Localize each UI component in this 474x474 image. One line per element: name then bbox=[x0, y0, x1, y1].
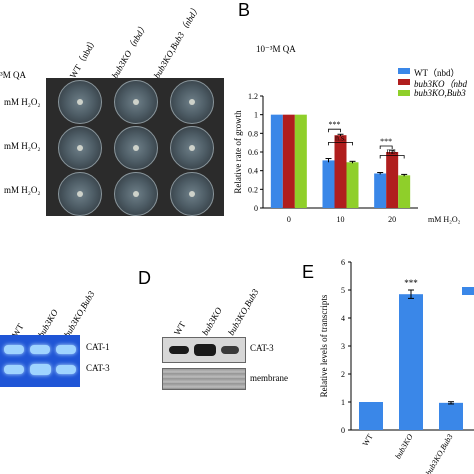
panel-a-condition: ³M QA bbox=[0, 70, 26, 80]
e-y-tick-label-1: 1 bbox=[341, 398, 345, 407]
e-bar-2 bbox=[439, 402, 463, 430]
e-y-tick-label-5: 5 bbox=[341, 286, 345, 295]
bar-2-1 bbox=[346, 162, 359, 208]
gel-band-cat1-bub3ko bbox=[30, 345, 50, 354]
gel-band-cat3-comp bbox=[56, 365, 76, 374]
significance-label-3: n.s. bbox=[387, 146, 398, 155]
plate-r3c2 bbox=[114, 172, 158, 216]
plate-r2c3 bbox=[170, 126, 214, 170]
legend-swatch-bub3ko bbox=[398, 79, 410, 85]
gel-band-cat1-comp bbox=[56, 345, 76, 354]
e-x-tick-label-2: bub3KO,Bub3 bbox=[424, 433, 455, 474]
panel-d-letter: D bbox=[138, 268, 151, 288]
y-tick-label-3: 0.6 bbox=[248, 148, 258, 157]
y-tick-label-6: 1.2 bbox=[248, 92, 258, 101]
plate-r3c1 bbox=[58, 172, 102, 216]
bar-2-0 bbox=[294, 114, 307, 208]
y-tick-label-5: 1 bbox=[254, 111, 258, 120]
panel-b-condition: 10⁻³M QA bbox=[256, 44, 296, 54]
y-axis-label: Relative rate of growth bbox=[233, 110, 243, 194]
significance-label-2: *** bbox=[380, 137, 392, 146]
legend-swatch-wt bbox=[398, 68, 410, 74]
x-tick-label-1: 10 bbox=[337, 215, 345, 224]
catalase-gel bbox=[0, 335, 80, 387]
e-y-tick-label-6: 6 bbox=[341, 258, 345, 267]
legend-item-wt: WT（nbd） bbox=[398, 66, 474, 78]
significance-bracket-0 bbox=[328, 128, 341, 133]
plate-r2c2 bbox=[114, 126, 158, 170]
gel-band-cat1-wt bbox=[4, 345, 24, 354]
legend-label-wt: WT（nbd） bbox=[414, 68, 460, 78]
gel-band-cat3-bub3ko bbox=[30, 364, 51, 375]
panel-a-row-label-2: mM H₂O₂ bbox=[4, 141, 41, 151]
blot-band-comp bbox=[221, 346, 239, 354]
legend-label-bub3ko: bub3KO（nbd bbox=[414, 79, 468, 89]
x-axis-label: mM H₂O₂ bbox=[428, 215, 461, 224]
significance-bracket-2 bbox=[379, 145, 393, 149]
e-y-axis-label: Relative levels of transcripts bbox=[319, 294, 329, 397]
panel-e-legend-swatch bbox=[462, 287, 474, 295]
legend-label-complemented: bub3KO,Bub3 bbox=[414, 88, 466, 98]
bar-0-0 bbox=[270, 114, 283, 208]
e-significance-label-0: *** bbox=[404, 278, 418, 288]
x-tick-label-2: 20 bbox=[388, 215, 396, 224]
bar-0-2 bbox=[374, 173, 387, 208]
y-tick-label-2: 0.4 bbox=[248, 167, 258, 176]
plate-r1c2 bbox=[114, 80, 158, 124]
membrane-stain bbox=[162, 368, 246, 390]
blot-band-bub3ko bbox=[194, 344, 216, 356]
blot-label-cat3: CAT-3 bbox=[250, 343, 274, 353]
e-x-tick-label-0: WT bbox=[361, 432, 375, 447]
panel-a-row-label-1: mM H₂O₂ bbox=[4, 97, 41, 107]
y-tick-label-1: 0.2 bbox=[248, 185, 258, 194]
bar-1-2 bbox=[386, 152, 399, 208]
e-bar-1 bbox=[399, 294, 423, 430]
e-x-tick-label-1: bub3KO bbox=[393, 432, 414, 460]
significance-label-1: n.s. bbox=[335, 133, 346, 142]
e-y-tick-label-3: 3 bbox=[341, 342, 345, 351]
e-y-tick-label-0: 0 bbox=[341, 426, 345, 435]
western-blot-cat3 bbox=[162, 337, 246, 363]
plate-grid bbox=[46, 78, 224, 216]
blot-label-membrane: membrane bbox=[250, 373, 288, 383]
significance-bracket-3 bbox=[379, 155, 405, 159]
plate-r3c3 bbox=[170, 172, 214, 216]
panel-b-legend: WT（nbd） bub3KO（nbd bub3KO,Bub3 bbox=[398, 66, 474, 99]
e-y-tick-label-4: 4 bbox=[341, 314, 345, 323]
plate-r1c3 bbox=[170, 80, 214, 124]
panel-e-letter: E bbox=[302, 262, 315, 282]
blot-band-wt bbox=[169, 346, 189, 354]
legend-item-bub3ko: bub3KO（nbd bbox=[398, 77, 474, 89]
y-tick-label-4: 0.8 bbox=[248, 129, 258, 138]
bar-1-1 bbox=[334, 135, 347, 208]
legend-swatch-complemented bbox=[398, 90, 410, 96]
significance-bracket-1 bbox=[328, 142, 353, 146]
legend-item-complemented: bub3KO,Bub3 bbox=[398, 88, 474, 99]
significance-label-0: *** bbox=[329, 120, 341, 129]
gel-band-cat3-wt bbox=[4, 365, 24, 374]
gel-band-label-cat3: CAT-3 bbox=[86, 363, 110, 373]
panel-b-letter: B bbox=[238, 0, 251, 20]
bar-0-1 bbox=[322, 160, 335, 208]
bar-1-0 bbox=[282, 114, 295, 208]
plate-r2c1 bbox=[58, 126, 102, 170]
panel-a-row-label-3: mM H₂O₂ bbox=[4, 185, 41, 195]
x-tick-label-0: 0 bbox=[287, 215, 291, 224]
y-tick-label-0: 0 bbox=[254, 204, 258, 213]
gel-band-label-cat1: CAT-1 bbox=[86, 342, 110, 352]
plate-r1c1 bbox=[58, 80, 102, 124]
e-y-tick-label-2: 2 bbox=[341, 370, 345, 379]
bar-2-2 bbox=[398, 175, 411, 208]
e-bar-0 bbox=[359, 402, 383, 430]
